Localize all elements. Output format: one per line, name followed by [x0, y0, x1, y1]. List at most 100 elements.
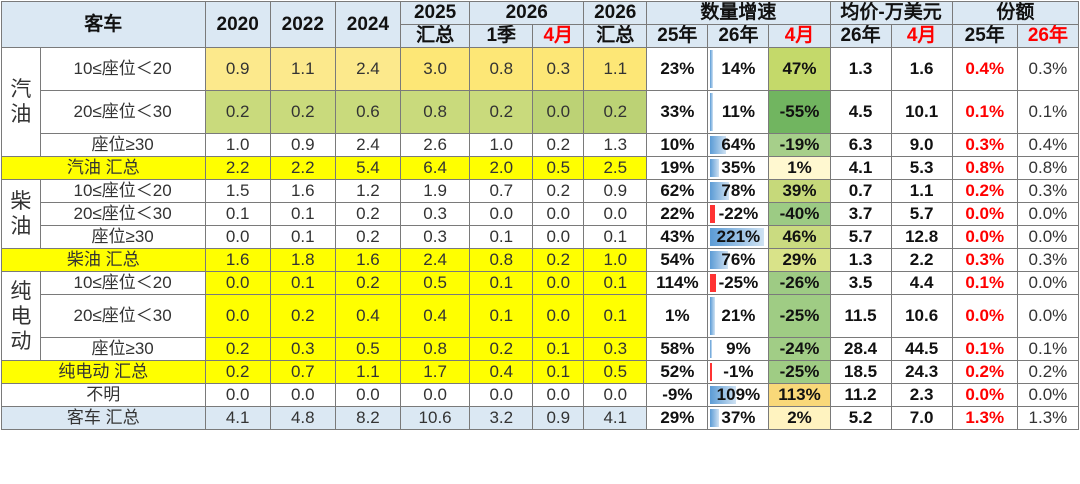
price-26-cell: 5.7: [829, 225, 892, 249]
growth-apr-cell: 39%: [768, 179, 831, 203]
value-cell: 0.0: [532, 271, 585, 295]
value-cell: 0.1: [269, 202, 336, 226]
price-26-cell: 0.7: [829, 179, 892, 203]
value-cell: 0.4: [399, 294, 471, 338]
growth-25-cell: 58%: [646, 337, 709, 361]
value-cell: 0.1: [532, 337, 585, 361]
row-label: 纯电动 汇总: [1, 360, 206, 384]
value-cell: 0.1: [532, 360, 585, 384]
value-cell: 0.2: [269, 90, 336, 134]
header-2026: 2026: [469, 1, 585, 25]
value-cell: 0.5: [334, 337, 402, 361]
growth-apr-cell: 47%: [768, 47, 831, 91]
value-cell: 1.1: [334, 360, 402, 384]
header-2020: 2020: [204, 1, 271, 48]
share-26-cell: 0.2%: [1016, 360, 1080, 384]
value-cell: 0.9: [204, 47, 271, 91]
table-body: 汽 油 10≤座位＜20 0.9 1.1 2.4 3.0 0.8 0.3 1.1 23% 14% 47…: [1, 47, 1080, 430]
value-cell: 0.2: [334, 271, 402, 295]
growth-26-cell: 64%: [707, 133, 770, 157]
growth-26-text: 9%: [726, 339, 751, 358]
value-cell: 0.1: [269, 271, 336, 295]
group-label-gasoline: 汽 油: [1, 47, 41, 157]
growth-apr-cell: -24%: [768, 337, 831, 361]
value-cell: 2.6: [399, 133, 471, 157]
share-25-cell: 1.3%: [951, 406, 1018, 430]
value-cell: 0.0: [532, 294, 585, 338]
value-cell: 1.8: [269, 248, 336, 272]
row-label: 座位≥30: [39, 133, 206, 157]
growth-26-cell: 14%: [707, 47, 770, 91]
value-cell: 0.0: [204, 383, 271, 407]
row-label: 20≤座位＜30: [39, 294, 206, 338]
growth-26-text: 37%: [721, 408, 756, 427]
growth-26-bar: [710, 205, 716, 223]
value-cell: 0.2: [532, 133, 585, 157]
value-cell: 0.3: [399, 202, 471, 226]
growth-apr-cell: -25%: [768, 294, 831, 338]
header-growth: 数量增速: [646, 1, 831, 25]
growth-25-cell: 62%: [646, 179, 709, 203]
price-26-cell: 11.5: [829, 294, 892, 338]
share-25-cell: 0.0%: [951, 294, 1018, 338]
price-apr-cell: 9.0: [890, 133, 953, 157]
growth-26-bar: [710, 409, 720, 427]
value-cell: 0.9: [583, 179, 648, 203]
value-cell: 8.2: [334, 406, 402, 430]
share-25-cell: 0.3%: [951, 133, 1018, 157]
value-cell: 4.1: [204, 406, 271, 430]
share-26-cell: 0.0%: [1016, 294, 1080, 338]
price-apr-cell: 24.3: [890, 360, 953, 384]
value-cell: 0.2: [269, 294, 336, 338]
table-row: 客车 汇总 4.1 4.8 8.2 10.6 3.2 0.9 4.1 29% 37% 2% 5.2 7.…: [1, 406, 1080, 430]
value-cell: 0.9: [269, 133, 336, 157]
row-label: 座位≥30: [39, 225, 206, 249]
price-26-cell: 1.3: [829, 248, 892, 272]
growth-26-bar: [710, 340, 713, 358]
share-26-cell: 0.0%: [1016, 271, 1080, 295]
value-cell: 4.8: [269, 406, 336, 430]
value-cell: 0.1: [269, 225, 336, 249]
header-growth-26: 26年: [707, 24, 770, 48]
value-cell: 0.2: [204, 360, 271, 384]
row-label: 10≤座位＜20: [39, 179, 206, 203]
value-cell: 5.4: [334, 156, 402, 180]
price-apr-cell: 10.1: [890, 90, 953, 134]
price-apr-cell: 5.3: [890, 156, 953, 180]
growth-26-cell: 78%: [707, 179, 770, 203]
value-cell: 0.2: [334, 202, 402, 226]
share-26-cell: 0.3%: [1016, 47, 1080, 91]
row-label: 座位≥30: [39, 337, 206, 361]
value-cell: 0.0: [583, 202, 648, 226]
header-2026-total-sub: 汇总: [583, 24, 648, 48]
value-cell: 0.8: [399, 90, 471, 134]
share-26-cell: 1.3%: [1016, 406, 1080, 430]
value-cell: 0.2: [532, 179, 585, 203]
price-26-cell: 3.7: [829, 202, 892, 226]
value-cell: 0.0: [469, 202, 534, 226]
growth-26-bar: [710, 182, 730, 200]
value-cell: 6.4: [399, 156, 471, 180]
share-26-cell: 0.3%: [1016, 179, 1080, 203]
header-category: 客车: [1, 1, 206, 48]
value-cell: 0.2: [204, 90, 271, 134]
header-row-1: 客车 2020 2022 2024 2025 2026 2026 数量增速 均价…: [1, 1, 1080, 48]
price-apr-cell: 2.2: [890, 248, 953, 272]
price-26-cell: 28.4: [829, 337, 892, 361]
share-26-cell: 0.3%: [1016, 248, 1080, 272]
value-cell: 0.2: [334, 225, 402, 249]
growth-apr-cell: -19%: [768, 133, 831, 157]
value-cell: 0.0: [399, 383, 471, 407]
price-apr-cell: 44.5: [890, 337, 953, 361]
value-cell: 1.0: [469, 133, 534, 157]
share-25-cell: 0.2%: [951, 360, 1018, 384]
growth-apr-cell: 2%: [768, 406, 831, 430]
value-cell: 0.5: [532, 156, 585, 180]
value-cell: 1.6: [269, 179, 336, 203]
value-cell: 1.5: [204, 179, 271, 203]
value-cell: 1.2: [334, 179, 402, 203]
growth-26-cell: 9%: [707, 337, 770, 361]
row-label: 不明: [1, 383, 206, 407]
growth-25-cell: 22%: [646, 202, 709, 226]
table-row: 汽 油 10≤座位＜20 0.9 1.1 2.4 3.0 0.8 0.3 1.1 23% 14% 47…: [1, 47, 1080, 157]
